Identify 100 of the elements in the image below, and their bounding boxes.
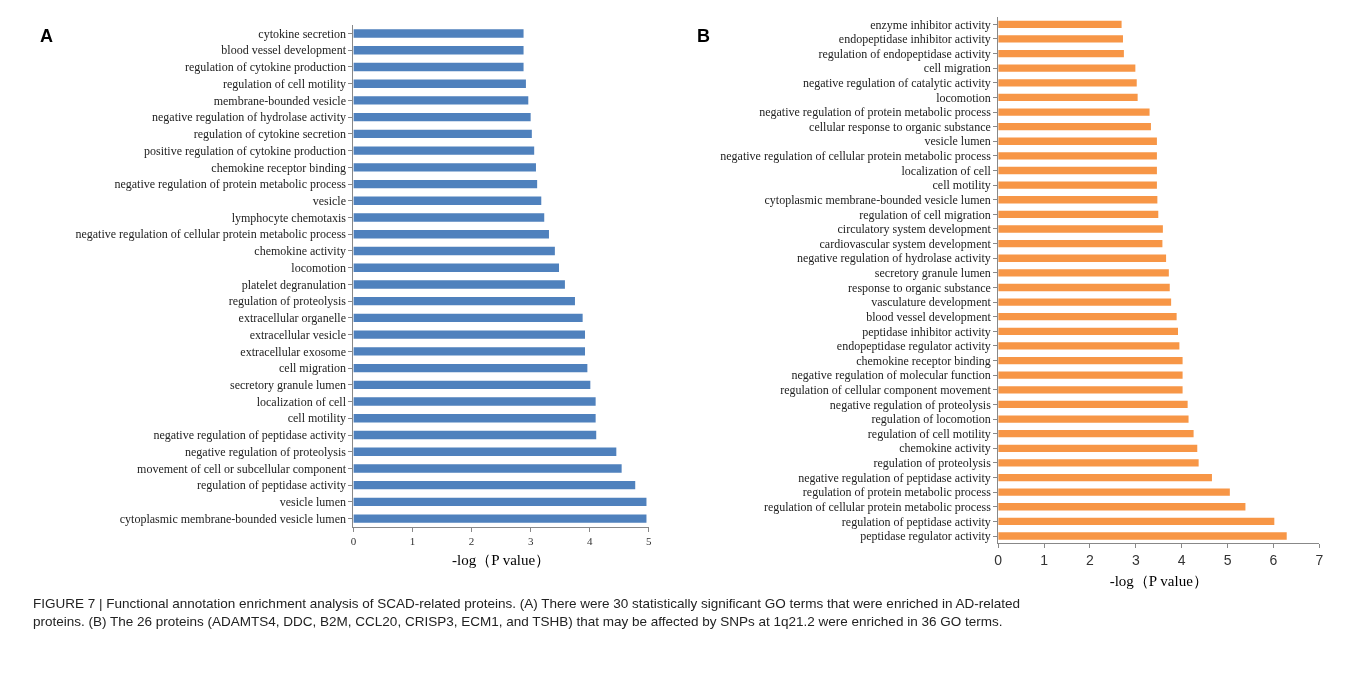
- bar: [353, 481, 636, 490]
- x-axis-title: -log（P value）: [452, 552, 551, 569]
- y-tick-label: circulatory system development: [837, 222, 992, 237]
- bar: [998, 269, 1169, 277]
- bar: [998, 386, 1183, 394]
- y-tick-label: negative regulation of protein metabolic process: [114, 177, 347, 192]
- bar: [353, 213, 545, 222]
- bar: [998, 49, 1124, 58]
- bar: [998, 79, 1137, 87]
- y-tick-label: localization of cell: [901, 163, 992, 178]
- bar: [998, 225, 1163, 233]
- y-tick-label: response to organic substance: [848, 280, 991, 295]
- y-tick-label: cell motility: [932, 178, 991, 193]
- y-tick-label: regulation of cellular component movement: [780, 383, 992, 398]
- bar: [353, 296, 575, 306]
- y-tick-label: regulation of peptidase activity: [841, 514, 991, 529]
- bar: [353, 464, 622, 473]
- bar: [353, 447, 617, 456]
- x-tick-label: 7: [1315, 552, 1324, 569]
- y-tick-label: negative regulation of molecular function: [791, 368, 991, 383]
- y-tick-label: regulation of cell motility: [867, 426, 991, 441]
- bar: [998, 64, 1136, 72]
- bar: [998, 459, 1199, 467]
- bar: [998, 20, 1122, 28]
- y-tick-label: negative regulation of proteolysis: [185, 444, 347, 459]
- bar: [998, 254, 1167, 262]
- y-tick-label: blood vessel development: [221, 43, 347, 58]
- x-tick-label: 6: [1269, 552, 1278, 569]
- bar: [998, 415, 1189, 423]
- text: B: [697, 26, 710, 46]
- y-tick-label: negative regulation of hydrolase activity: [796, 251, 991, 266]
- bar: [998, 327, 1178, 335]
- bar: [353, 414, 596, 423]
- bar: [353, 380, 591, 389]
- bar: [353, 129, 532, 139]
- y-tick-label: movement of cell or subcellular component: [137, 461, 347, 476]
- x-tick-label: 4: [586, 535, 593, 548]
- x-tick-label: 1: [1040, 552, 1049, 569]
- bar: [998, 35, 1123, 43]
- x-tick-label: 5: [646, 535, 653, 548]
- y-tick-label: blood vessel development: [866, 309, 992, 324]
- bar: [998, 196, 1158, 204]
- y-tick-label: enzyme inhibitor activity: [870, 17, 991, 32]
- bar: [998, 137, 1157, 145]
- y-tick-label: cellular response to organic substance: [809, 119, 991, 134]
- bar: [353, 397, 596, 406]
- bar: [998, 298, 1172, 306]
- y-tick-label: vesicle lumen: [279, 495, 346, 510]
- y-tick-label: cell migration: [923, 61, 991, 76]
- y-tick-label: peptidase regulator activity: [860, 529, 991, 544]
- y-tick-label: cytoplasmic membrane-bounded vesicle lumen: [119, 511, 346, 526]
- y-tick-label: chemokine receptor binding: [856, 353, 991, 368]
- bar: [998, 503, 1246, 511]
- y-tick-label: negative regulation of protein metabolic process: [759, 105, 992, 120]
- y-tick-label: chemokine receptor binding: [211, 160, 346, 175]
- bar: [353, 347, 586, 356]
- y-tick-label: localization of cell: [256, 394, 347, 409]
- text: A: [40, 26, 53, 46]
- bar: [353, 146, 535, 155]
- y-tick-label: secretory granule lumen: [874, 266, 991, 281]
- bar: [998, 123, 1151, 131]
- bar: [998, 210, 1159, 219]
- bar: [353, 514, 647, 523]
- y-tick-label: regulation of cellular protein metabolic process: [763, 499, 992, 514]
- y-tick-label: membrane-bounded vesicle: [213, 93, 346, 108]
- bar: [353, 280, 565, 289]
- bar: [353, 497, 647, 507]
- y-tick-label: cardiovascular system development: [819, 236, 992, 251]
- x-tick-label: 2: [468, 535, 475, 548]
- y-tick-label: regulation of proteolysis: [228, 294, 347, 309]
- y-tick-label: regulation of locomotion: [871, 412, 991, 427]
- bar: [353, 330, 586, 339]
- y-tick-label: positive regulation of cytokine production: [144, 143, 346, 158]
- y-tick-label: lymphocyte chemotaxis: [231, 210, 347, 225]
- bar: [353, 46, 524, 55]
- y-tick-label: regulation of proteolysis: [873, 456, 992, 471]
- bar: [998, 239, 1163, 248]
- bar: [998, 166, 1157, 175]
- bar: [998, 532, 1287, 540]
- bar: [998, 517, 1275, 526]
- y-tick-label: regulation of endopeptidase activity: [818, 46, 991, 61]
- y-tick-label: negative regulation of hydrolase activity: [152, 110, 346, 125]
- bar: [353, 112, 531, 122]
- bar: [998, 430, 1194, 438]
- bar: [998, 93, 1138, 102]
- y-tick-label: vasculature development: [871, 295, 992, 310]
- bar: [998, 152, 1157, 160]
- y-tick-label: negative regulation of peptidase activity: [153, 428, 346, 443]
- bar: [353, 246, 555, 256]
- bar: [353, 29, 524, 38]
- bar: [998, 371, 1183, 379]
- x-tick-label: 4: [1177, 552, 1186, 569]
- y-tick-label: regulation of cell motility: [223, 76, 346, 91]
- x-tick-label: 5: [1223, 552, 1232, 569]
- bar: [353, 230, 549, 239]
- bar: [998, 342, 1180, 350]
- y-tick-label: chemokine activity: [899, 441, 991, 456]
- y-tick-label: peptidase inhibitor activity: [862, 324, 991, 339]
- y-tick-label: secretory granule lumen: [230, 378, 346, 393]
- y-tick-label: regulation of peptidase activity: [197, 478, 346, 493]
